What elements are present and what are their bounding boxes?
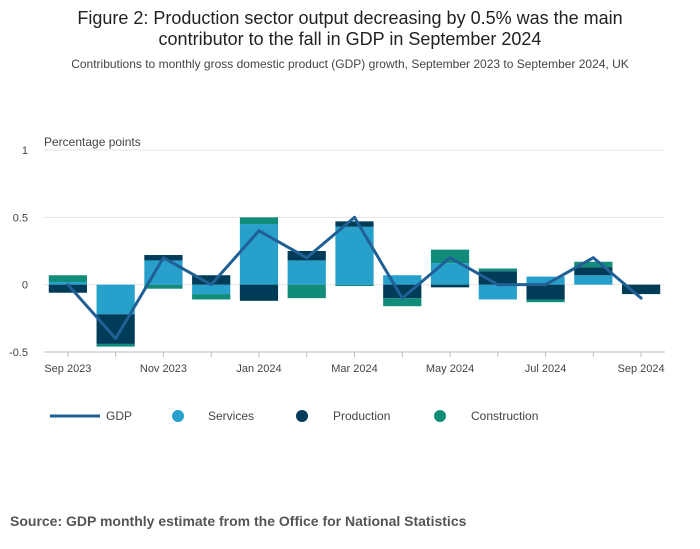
bar-production-aug-2024	[574, 267, 613, 276]
y-axis-label: Percentage points	[44, 135, 141, 149]
gdp-point	[209, 283, 213, 287]
legend-services-swatch	[172, 410, 184, 422]
legend-construction-label: Construction	[471, 409, 538, 423]
bar-construction-sep-2023	[48, 275, 87, 282]
gdp-point	[400, 296, 404, 300]
bar-production-jun-2024	[478, 271, 517, 285]
bar-construction-jul-2024	[526, 299, 565, 303]
bar-production-apr-2024	[383, 284, 422, 299]
legend-construction-swatch	[434, 410, 446, 422]
bar-construction-feb-2024	[287, 284, 326, 299]
chart-title: Figure 2: Production sector output decre…	[77, 8, 623, 49]
x-tick-label: Jan 2024	[236, 363, 281, 375]
bar-production-sep-2024	[622, 284, 661, 295]
gdp-point	[591, 256, 595, 260]
gdp-point	[496, 283, 500, 287]
x-tick-label: May 2024	[426, 363, 474, 375]
x-tick-label: Jul 2024	[525, 363, 567, 375]
gdp-point	[66, 283, 70, 287]
gdp-point	[305, 256, 309, 260]
bar-services-jun-2024	[478, 284, 517, 300]
bar-construction-jan-2024	[239, 217, 279, 225]
gdp-point	[114, 337, 118, 341]
line-layer	[66, 215, 643, 341]
gdp-point	[353, 215, 356, 219]
bar-services-mar-2024	[335, 226, 374, 285]
bar-construction-apr-2024	[383, 298, 422, 307]
bar-construction-mar-2024	[335, 284, 374, 287]
gdp-point	[257, 229, 261, 233]
source-note: Source: GDP monthly estimate from the Of…	[10, 513, 467, 529]
bar-services-may-2024	[430, 263, 470, 285]
y-tick-label: 1	[22, 145, 28, 157]
bar-production-may-2024	[430, 284, 470, 288]
x-tick-label: Mar 2024	[331, 363, 377, 375]
bar-construction-nov-2023	[144, 284, 183, 289]
gdp-point	[448, 256, 452, 260]
chart-subtitle: Contributions to monthly gross domestic …	[71, 57, 629, 71]
bar-services-jan-2024	[239, 224, 279, 285]
legend-services-label: Services	[208, 409, 254, 423]
bar-production-jan-2024	[239, 284, 279, 301]
gdp-point	[161, 256, 165, 260]
bar-services-feb-2024	[287, 260, 326, 285]
y-tick-label: 0.5	[13, 212, 28, 224]
bar-services-jul-2024	[526, 276, 565, 285]
bar-construction-jun-2024	[478, 268, 517, 272]
gdp-point	[639, 296, 643, 300]
bar-construction-dec-2023	[192, 294, 231, 300]
bars-layer	[48, 217, 661, 347]
legend-gdp-label: GDP	[106, 409, 132, 423]
bar-production-feb-2024	[287, 251, 326, 261]
bar-services-dec-2023	[192, 284, 231, 295]
gdp-point	[544, 283, 548, 287]
x-tick-label: Sep 2023	[44, 363, 91, 375]
x-tick-label: Nov 2023	[140, 363, 187, 375]
legend-production-label: Production	[333, 409, 390, 423]
legend: GDP Services Production Construction	[50, 409, 538, 423]
bar-production-sep-2023	[48, 284, 87, 293]
bar-services-oct-2023	[96, 284, 135, 315]
bar-services-apr-2024	[383, 275, 422, 285]
bar-production-jul-2024	[526, 284, 565, 300]
bar-production-dec-2023	[192, 275, 231, 285]
legend-production-swatch	[296, 410, 308, 422]
bar-services-aug-2024	[574, 275, 613, 285]
bar-construction-oct-2023	[96, 343, 135, 347]
y-tick-label: 0	[22, 280, 28, 292]
bar-construction-aug-2024	[574, 261, 613, 268]
y-tick-label: -0.5	[9, 347, 28, 359]
bar-production-mar-2024	[335, 221, 374, 227]
x-tick-label: Sep 2024	[618, 363, 665, 375]
axis-layer: 1 0.5 0 -0.5 Sep 2023 Nov 2023 Jan 2024 Mar 202…	[9, 145, 665, 375]
